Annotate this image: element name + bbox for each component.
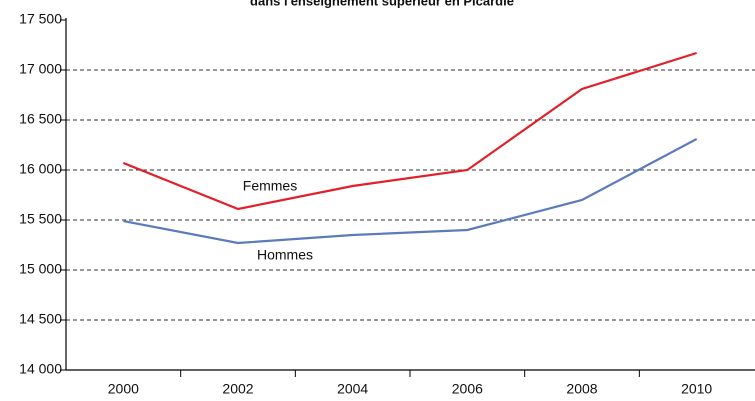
chart-title: dans l'enseignement supérieur en Picardi… <box>250 0 514 8</box>
x-tick-label: 2008 <box>566 381 597 397</box>
x-tick-label: 2006 <box>452 381 483 397</box>
y-tick-label: 17 000 <box>19 61 62 77</box>
x-tick-label: 2004 <box>337 381 368 397</box>
y-tick-label: 15 500 <box>19 211 62 227</box>
y-tick-label: 16 500 <box>19 111 62 127</box>
y-tick-label: 17 500 <box>19 11 62 27</box>
series-line <box>122 51 697 211</box>
y-tick-label: 14 500 <box>19 311 62 327</box>
x-tick-label: 2002 <box>222 381 253 397</box>
series-label: Femmes <box>243 178 297 194</box>
x-tick-label: 2000 <box>108 381 139 397</box>
x-tick-label: 2010 <box>681 381 712 397</box>
y-tick-label: 14 000 <box>19 361 62 377</box>
y-tick-label: 15 000 <box>19 261 62 277</box>
y-tick-label: 16 000 <box>19 161 62 177</box>
series-label: Hommes <box>257 247 313 263</box>
series-line <box>123 138 698 245</box>
